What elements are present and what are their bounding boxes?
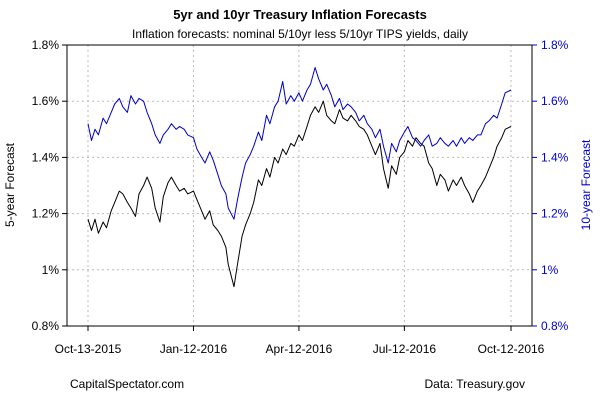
series-line-5-year [87, 100, 512, 288]
series-layer [87, 67, 512, 288]
y-right-tick-label: 1% [541, 263, 559, 277]
y-axis-right-title: 10-year Forecast [579, 139, 593, 230]
x-tick-label: Jul-12-2016 [373, 342, 437, 356]
chart-subtitle: Inflation forecasts: nominal 5/10yr less… [132, 27, 468, 41]
source-right: Data: Treasury.gov [425, 377, 526, 391]
x-tick-label: Jan-12-2016 [160, 342, 228, 356]
series-line-10-year [87, 67, 512, 220]
axes: 0.8% 0.8% 1% 1% 1.2% 1.2% 1.4% 1.4% 1.6% 1.6% 1.8%… [32, 38, 569, 356]
x-tick-label: Oct-12-2016 [478, 342, 545, 356]
y-left-tick-label: 1% [42, 263, 60, 277]
y-left-tick-label: 1.2% [32, 207, 60, 221]
y-right-tick-label: 1.2% [541, 207, 569, 221]
y-axis-left-title: 5-year Forecast [3, 142, 17, 227]
y-left-tick-label: 1.8% [32, 38, 60, 52]
y-right-tick-label: 1.4% [541, 150, 569, 164]
y-left-tick-label: 1.4% [32, 150, 60, 164]
y-right-tick-label: 1.6% [541, 94, 569, 108]
chart-title: 5yr and 10yr Treasury Inflation Forecast… [173, 7, 427, 22]
y-left-tick-label: 0.8% [32, 319, 60, 333]
x-tick-label: Oct-13-2015 [55, 342, 122, 356]
x-tick-label: Apr-12-2016 [266, 342, 333, 356]
grid [67, 44, 532, 327]
plot-frame [66, 44, 533, 327]
y-right-tick-label: 1.8% [541, 38, 569, 52]
y-left-tick-label: 1.6% [32, 94, 60, 108]
y-right-tick-label: 0.8% [541, 319, 569, 333]
source-left: CapitalSpectator.com [70, 377, 184, 391]
